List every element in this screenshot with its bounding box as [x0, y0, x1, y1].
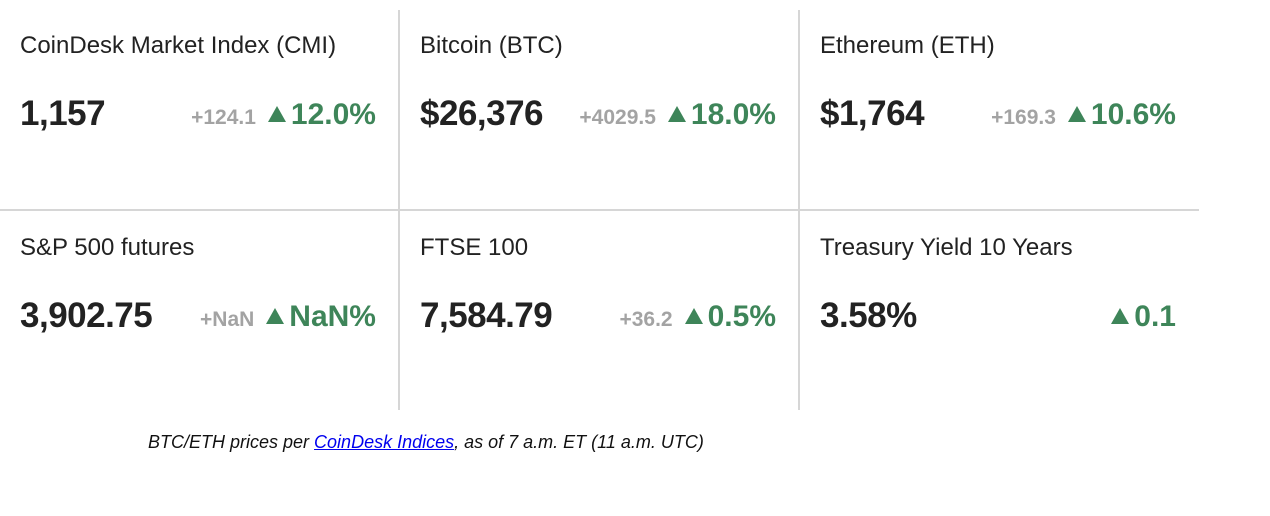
- ticker-change: +4029.5 18.0%: [579, 98, 776, 132]
- ticker-tile-treasury-10y[interactable]: Treasury Yield 10 Years 3.58% 0.1: [800, 212, 1200, 412]
- triangle-up-icon: [684, 308, 703, 324]
- ticker-change-absolute: +169.3: [991, 106, 1056, 129]
- ticker-tile-eth[interactable]: Ethereum (ETH) $1,764 +169.3 10.6%: [800, 10, 1200, 210]
- ticker-change: +36.2 0.5%: [619, 300, 776, 334]
- ticker-change-percent: 18.0%: [690, 98, 776, 131]
- ticker-change-percent: 0.1: [1134, 300, 1176, 333]
- ticker-name: S&P 500 futures: [20, 234, 195, 261]
- ticker-name: CoinDesk Market Index (CMI): [20, 32, 337, 59]
- ticker-change-absolute: +NaN: [200, 308, 255, 331]
- ticker-change: +169.3 10.6%: [991, 98, 1176, 132]
- ticker-price: 3.58%: [820, 296, 917, 335]
- ticker-price: 3,902.75: [20, 296, 153, 335]
- triangle-up-icon: [1067, 106, 1086, 122]
- ticker-change-percent: NaN%: [289, 300, 376, 333]
- ticker-change: 0.1: [1111, 300, 1176, 334]
- coindesk-indices-link[interactable]: CoinDesk Indices: [314, 432, 455, 452]
- ticker-name: FTSE 100: [420, 234, 529, 261]
- ticker-change: +124.1 12.0%: [191, 98, 376, 132]
- market-ticker-grid: CoinDesk Market Index (CMI) 1,157 +124.1…: [0, 10, 1200, 410]
- ticker-change-absolute: +4029.5: [579, 106, 656, 129]
- ticker-price: 7,584.79: [420, 296, 553, 335]
- ticker-tile-ftse100[interactable]: FTSE 100 7,584.79 +36.2 0.5%: [400, 212, 800, 412]
- footnote-prefix: BTC/ETH prices per: [148, 432, 315, 452]
- ticker-change-percent: 10.6%: [1090, 98, 1176, 131]
- ticker-name: Bitcoin (BTC): [420, 32, 563, 59]
- ticker-name: Ethereum (ETH): [820, 32, 995, 59]
- triangle-up-icon: [267, 106, 286, 122]
- ticker-change-absolute: +124.1: [191, 106, 256, 129]
- ticker-change-percent: 0.5%: [707, 300, 776, 333]
- ticker-name: Treasury Yield 10 Years: [820, 234, 1073, 261]
- ticker-tile-cmi[interactable]: CoinDesk Market Index (CMI) 1,157 +124.1…: [0, 10, 400, 210]
- ticker-change-percent: 12.0%: [290, 98, 376, 131]
- ticker-change-absolute: +36.2: [619, 308, 673, 331]
- triangle-up-icon: [266, 308, 285, 324]
- ticker-tile-sp500-futures[interactable]: S&P 500 futures 3,902.75 +NaN NaN%: [0, 212, 400, 412]
- ticker-change: +NaN NaN%: [200, 300, 376, 334]
- price-source-footnote: BTC/ETH prices per CoinDesk Indices, as …: [148, 432, 704, 453]
- row-divider: [0, 209, 1199, 211]
- triangle-up-icon: [667, 106, 686, 122]
- ticker-tile-btc[interactable]: Bitcoin (BTC) $26,376 +4029.5 18.0%: [400, 10, 800, 210]
- triangle-up-icon: [1111, 308, 1130, 324]
- footnote-suffix: , as of 7 a.m. ET (11 a.m. UTC): [454, 432, 704, 452]
- ticker-price: $1,764: [820, 94, 925, 133]
- ticker-price: 1,157: [20, 94, 106, 133]
- ticker-price: $26,376: [420, 94, 544, 133]
